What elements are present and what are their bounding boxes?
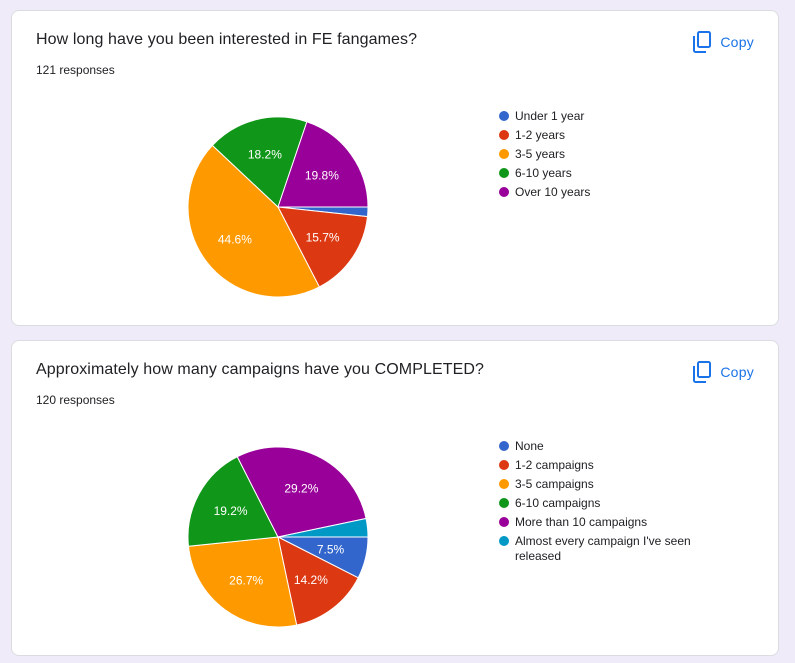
pie-slice-3-5-years[interactable]	[187, 144, 321, 298]
legend-label: 3-5 years	[515, 147, 566, 161]
pie-slice-6-10-campaigns[interactable]	[187, 456, 279, 547]
legend-swatch	[499, 479, 509, 489]
legend-swatch	[499, 130, 509, 140]
pie-slice-label: 19.8%	[305, 169, 339, 183]
pie-slice-almost-every-campaign-i-ve-seen-released[interactable]	[277, 517, 369, 538]
legend-item-1-2-campaigns[interactable]: 1-2 campaigns	[499, 458, 739, 473]
chart-legend: None 1-2 campaigns 3-5 campaigns 6-10 campa…	[499, 439, 739, 568]
response-count: 121 responses	[36, 63, 115, 77]
copy-label: Copy	[720, 364, 754, 380]
legend-swatch	[499, 111, 509, 121]
legend-item-3-5-campaigns[interactable]: 3-5 campaigns	[499, 477, 739, 492]
pie-slice-label: 44.6%	[218, 233, 252, 247]
legend-swatch	[499, 149, 509, 159]
legend-swatch	[499, 441, 509, 451]
pie-slice-label: 18.2%	[248, 148, 282, 162]
question-title: Approximately how many campaigns have yo…	[36, 361, 485, 378]
legend-item-almost-every-campaign-i-ve-seen-released[interactable]: Almost every campaign I've seen released	[499, 534, 739, 564]
pie-slice-over-10-years[interactable]	[277, 121, 369, 208]
pie-slice-3-5-campaigns[interactable]	[187, 536, 298, 628]
legend-swatch	[499, 498, 509, 508]
legend-item-more-than-10-campaigns[interactable]: More than 10 campaigns	[499, 515, 739, 530]
legend-swatch	[499, 168, 509, 178]
copy-icon	[692, 361, 712, 383]
copy-label: Copy	[720, 34, 754, 50]
copy-icon	[692, 31, 712, 53]
pie-slice-1-2-years[interactable]	[277, 206, 369, 288]
pie-slice-label: 14.2%	[294, 573, 328, 587]
legend-item-1-2-years[interactable]: 1-2 years	[499, 128, 739, 143]
legend-swatch	[499, 536, 509, 546]
legend-item-over-10-years[interactable]: Over 10 years	[499, 185, 739, 200]
legend-label: More than 10 campaigns	[515, 515, 648, 529]
question-title: How long have you been interested in FE …	[36, 31, 418, 48]
legend-item-under-1-year[interactable]: Under 1 year	[499, 109, 739, 124]
copy-chart-button[interactable]: Copy	[692, 29, 754, 55]
pie-slice-more-than-10-campaigns[interactable]	[236, 446, 367, 538]
pie-slice-label: 19.2%	[214, 504, 248, 518]
legend-label: Under 1 year	[515, 109, 585, 123]
legend-label: Over 10 years	[515, 185, 591, 199]
chart-legend: Under 1 year 1-2 years 3-5 years 6-10 years…	[499, 109, 739, 204]
legend-label: Almost every campaign I've seen released	[515, 534, 691, 563]
legend-item-none[interactable]: None	[499, 439, 739, 454]
legend-item-3-5-years[interactable]: 3-5 years	[499, 147, 739, 162]
legend-swatch	[499, 460, 509, 470]
pie-slice-label: 26.7%	[229, 574, 263, 588]
copy-chart-button[interactable]: Copy	[692, 359, 754, 385]
legend-label: None	[515, 439, 544, 453]
question-card: Approximately how many campaigns have yo…	[11, 340, 779, 656]
legend-swatch	[499, 187, 509, 197]
legend-label: 6-10 years	[515, 166, 572, 180]
question-card: How long have you been interested in FE …	[11, 10, 779, 326]
legend-label: 1-2 campaigns	[515, 458, 594, 472]
response-count: 120 responses	[36, 393, 115, 407]
pie-slice-1-2-campaigns[interactable]	[277, 536, 359, 626]
pie-slice-label: 7.5%	[317, 543, 345, 557]
legend-label: 3-5 campaigns	[515, 477, 594, 491]
legend-label: 6-10 campaigns	[515, 496, 601, 510]
pie-chart: 15.7% 44.6% 18.2% 19.8%	[186, 115, 370, 299]
legend-swatch	[499, 517, 509, 527]
legend-label: 1-2 years	[515, 128, 566, 142]
pie-chart: 7.5% 14.2% 26.7% 19.2% 29.2%	[186, 445, 370, 629]
pie-slice-label: 29.2%	[284, 481, 318, 495]
legend-item-6-10-years[interactable]: 6-10 years	[499, 166, 739, 181]
pie-slice-6-10-years[interactable]	[211, 116, 308, 208]
legend-item-6-10-campaigns[interactable]: 6-10 campaigns	[499, 496, 739, 511]
pie-slice-label: 15.7%	[306, 231, 340, 245]
